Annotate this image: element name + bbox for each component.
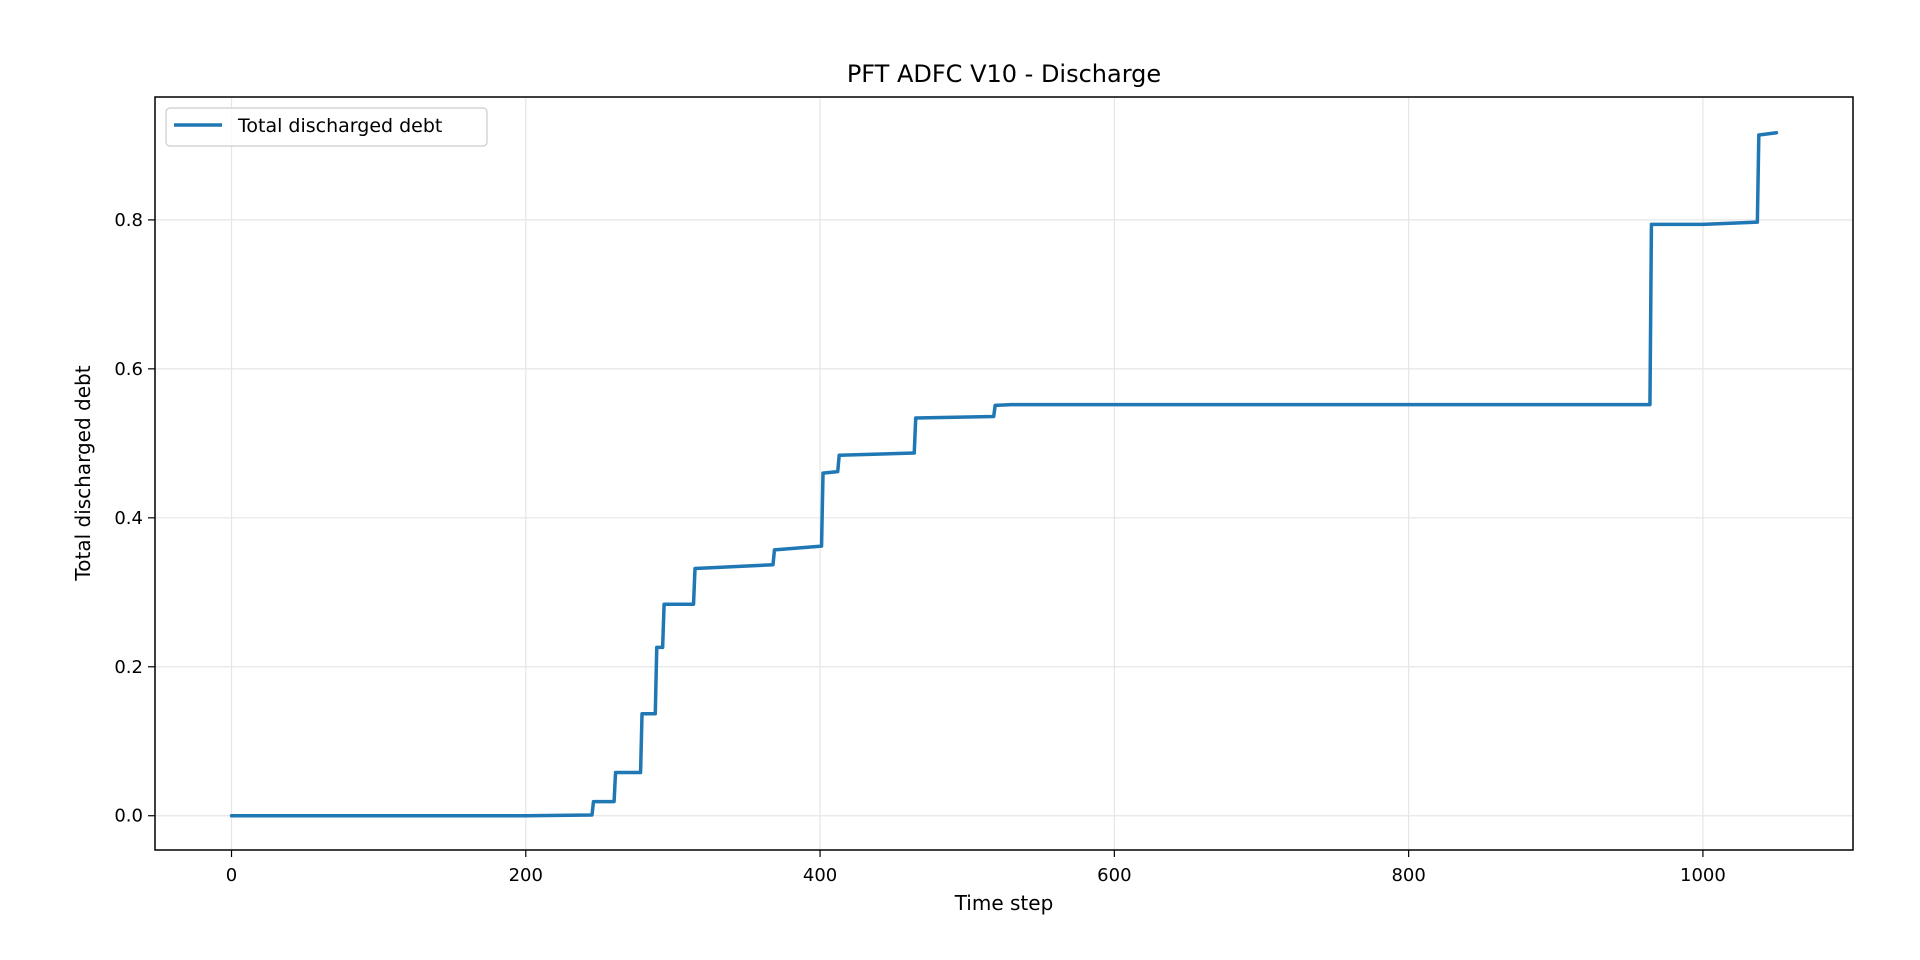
- x-axis-label: Time step: [954, 891, 1054, 915]
- plot-lines: [229, 131, 1779, 818]
- chart-title: PFT ADFC V10 - Discharge: [847, 60, 1161, 88]
- y-tick-label: 0.0: [114, 806, 143, 827]
- y-tick-label: 0.4: [114, 508, 143, 529]
- plot-frame: [154, 96, 1854, 851]
- legend-label: Total discharged debt: [237, 115, 442, 137]
- legend: Total discharged debt: [165, 107, 488, 147]
- y-tick-label: 0.2: [114, 657, 143, 678]
- x-tick-label: 200: [509, 865, 543, 886]
- legend-box: [165, 107, 488, 147]
- y-tick-label: 0.8: [114, 210, 143, 231]
- grid: [155, 97, 1853, 850]
- series-line: [229, 131, 1779, 818]
- x-tick-label: 400: [803, 865, 837, 886]
- x-tick-label: 0: [226, 865, 237, 886]
- y-tick-label: 0.6: [114, 359, 143, 380]
- x-tick-label: 600: [1097, 865, 1131, 886]
- x-tick-label: 1000: [1680, 865, 1726, 886]
- y-axis-label: Total discharged debt: [71, 365, 95, 581]
- y-axis: 0.0 0.2 0.4 0.6 0.8: [114, 210, 155, 827]
- x-tick-label: 800: [1391, 865, 1425, 886]
- x-axis: 0 200 400 600 800 1000: [226, 850, 1726, 886]
